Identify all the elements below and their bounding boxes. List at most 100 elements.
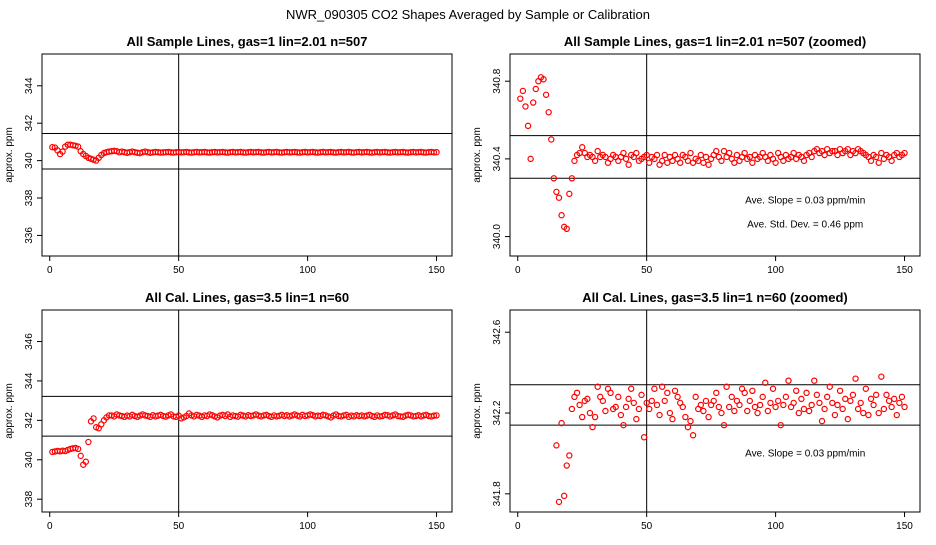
data-point [865, 411, 872, 419]
x-tick-label: 100 [767, 521, 784, 532]
data-point [772, 403, 779, 411]
data-point [896, 399, 903, 407]
plot-frame [41, 53, 453, 257]
data-point [880, 405, 888, 413]
data-point [584, 395, 591, 403]
data-point [780, 401, 787, 409]
data-point [844, 415, 851, 423]
y-axis-label: approx. ppm [4, 383, 15, 439]
data-point [702, 153, 710, 161]
data-point [898, 393, 906, 401]
data-point [718, 409, 725, 417]
data-point [602, 407, 609, 415]
data-point [524, 122, 532, 130]
data-point [633, 149, 640, 157]
data-point [648, 397, 656, 405]
data-point [687, 149, 694, 157]
data-point [829, 399, 836, 407]
reference-lines [42, 310, 452, 512]
data-point [620, 421, 627, 429]
data-point [635, 405, 643, 413]
data-point [805, 407, 813, 415]
data-point [723, 383, 730, 390]
data-point [883, 391, 890, 399]
data-point [579, 413, 586, 421]
data-point [875, 409, 882, 417]
data-point [697, 401, 705, 409]
data-point [560, 492, 568, 500]
x-axis-ticks: 0 50 100 150 [515, 512, 913, 532]
y-axis-ticks: 341.8 342.2 342.6 [492, 319, 510, 506]
data-point [615, 393, 622, 401]
data-point [746, 397, 754, 405]
data-point [893, 411, 900, 419]
data-point [860, 409, 867, 417]
data-point [875, 159, 882, 166]
x-tick-label: 0 [515, 265, 521, 276]
data-point [689, 432, 697, 439]
data-point [433, 148, 440, 156]
data-point [630, 399, 637, 407]
data-point [844, 145, 851, 153]
x-axis-ticks: 0 50 100 150 [515, 256, 913, 276]
data-point [888, 403, 895, 411]
data-points [517, 74, 908, 233]
data-point [888, 157, 895, 165]
data-point [790, 149, 797, 157]
data-point [769, 385, 777, 392]
data-point [744, 407, 751, 415]
data-point [82, 458, 90, 465]
x-tick-label: 100 [767, 265, 784, 276]
data-point [854, 405, 862, 413]
reference-lines [510, 310, 920, 512]
data-point [720, 147, 728, 155]
data-point [780, 157, 787, 165]
plot-frame [509, 53, 921, 257]
data-point [653, 401, 661, 409]
data-points [49, 141, 440, 164]
panel-annotation: Ave. Std. Dev. = 0.46 ppm [747, 220, 863, 231]
data-point [602, 153, 609, 161]
data-point [643, 399, 650, 407]
data-point [548, 136, 555, 143]
y-axis-label: approx. ppm [472, 383, 483, 439]
x-tick-label: 50 [173, 265, 185, 276]
x-tick-label: 150 [428, 265, 445, 276]
data-point [658, 383, 666, 390]
data-point [625, 161, 632, 168]
data-point [558, 419, 565, 427]
y-tick-label: 338 [24, 490, 35, 507]
data-point [85, 438, 92, 446]
data-point [834, 151, 841, 159]
data-point [576, 401, 583, 409]
data-point [901, 149, 908, 157]
y-tick-label: 340.4 [492, 146, 503, 171]
data-point [705, 161, 712, 168]
data-point [646, 159, 653, 166]
data-point [540, 76, 547, 83]
data-point [813, 391, 821, 399]
data-point [715, 403, 723, 411]
data-point [646, 405, 653, 413]
plot-frame [41, 309, 453, 513]
data-point [764, 407, 772, 415]
y-axis-ticks: 338 340 342 344 346 [24, 333, 42, 508]
data-point [517, 95, 524, 102]
y-tick-label: 340 [24, 152, 35, 169]
data-point [836, 387, 844, 394]
data-point [640, 434, 648, 441]
data-point [555, 498, 563, 506]
data-point [433, 412, 440, 419]
y-axis-ticks: 340.0 340.4 340.8 [492, 68, 510, 249]
data-point [821, 405, 828, 413]
data-point [867, 395, 875, 403]
data-point [878, 149, 885, 157]
y-tick-label: 342.6 [492, 319, 503, 344]
data-point [622, 155, 630, 163]
data-point [679, 403, 686, 411]
y-axis-label: approx. ppm [472, 127, 483, 183]
y-tick-label: 341.8 [492, 481, 503, 506]
panel-3: All Cal. Lines, gas=3.5 lin=1 n=60 approx… [4, 290, 453, 532]
data-point [695, 157, 702, 165]
